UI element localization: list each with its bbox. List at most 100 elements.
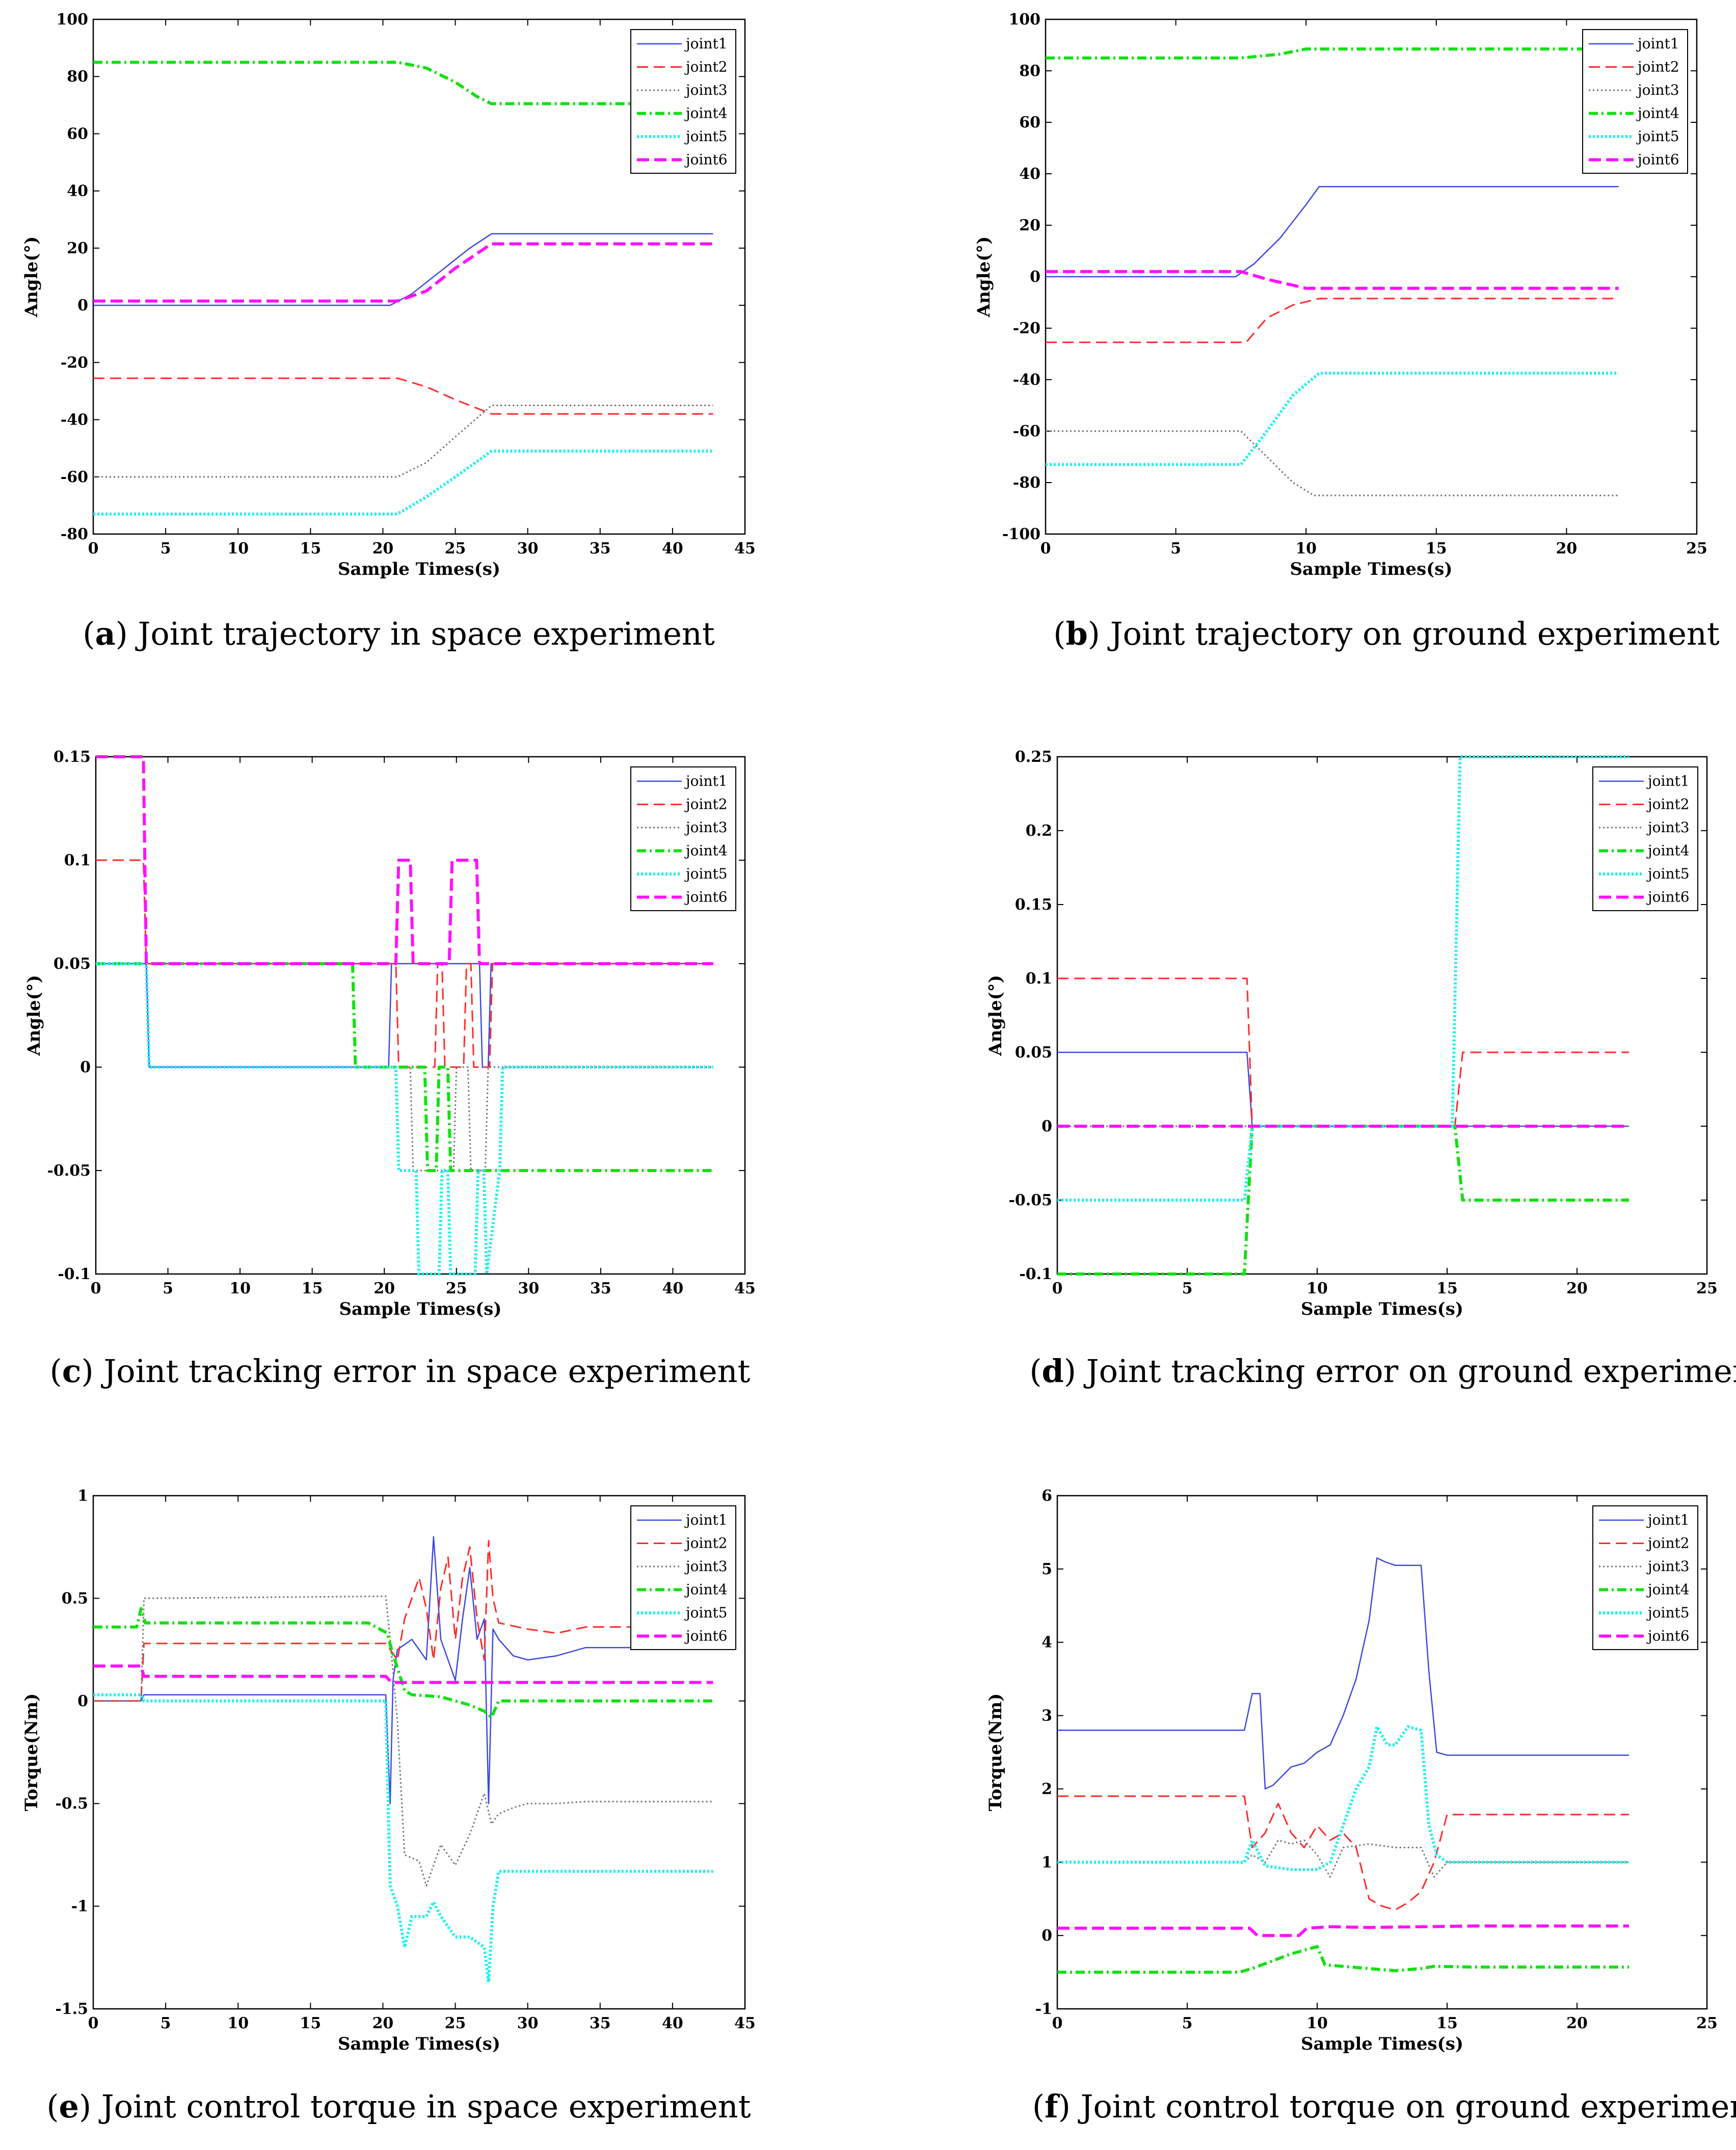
panel-c-xtick-label: 25 — [446, 1280, 467, 1297]
panel-c-caption-paren-open: ( — [50, 1352, 62, 1390]
panel-e-caption-text: Joint control torque in space experiment — [98, 2088, 751, 2125]
panel-b-legend-label-joint2: joint2 — [1636, 59, 1679, 75]
panel-b-series-group — [1046, 47, 1619, 496]
panel-d-ylabel: Angle(°) — [985, 975, 1006, 1056]
panel-b-series-joint1 — [1046, 186, 1619, 278]
panel-a-series-joint1 — [93, 233, 713, 306]
panel-e-xtick-label: 30 — [517, 2014, 539, 2032]
panel-b-caption-paren-close: ) — [1088, 615, 1110, 652]
panel-a-series-joint3 — [93, 405, 713, 478]
panel-f-ytick-label: 6 — [1041, 1487, 1052, 1505]
panel-e-legend-label-joint6: joint6 — [684, 1628, 728, 1644]
panel-e-xtick-label: 20 — [372, 2014, 394, 2032]
panel-f-legend-label-joint1: joint1 — [1646, 1511, 1690, 1528]
panel-c-xlabel: Sample Times(s) — [339, 1299, 502, 1319]
panel-d-legend-label-joint4: joint4 — [1646, 842, 1690, 859]
panel-e-caption: (e) Joint control torque in space experi… — [46, 2088, 751, 2125]
panel-a-ytick-label: 20 — [67, 240, 88, 257]
panel-f-legend-label-joint5: joint5 — [1646, 1604, 1690, 1621]
panel-b-xtick-label: 5 — [1170, 540, 1181, 558]
panel-c-legend-label-joint2: joint2 — [684, 796, 728, 813]
panel-b-series-joint3 — [1046, 430, 1619, 496]
panel-a-legend-label-joint6: joint6 — [684, 151, 728, 168]
panel-e-axes-frame — [92, 1495, 746, 2010]
panel-e-ytick-label: 1 — [77, 1487, 88, 1505]
panel-f-legend-label-joint6: joint6 — [1646, 1628, 1690, 1644]
panel-b-legend-label-joint5: joint5 — [1636, 128, 1679, 145]
panel-d-xtick-label: 25 — [1696, 1280, 1718, 1297]
panel-b-ytick-label: -20 — [1013, 320, 1040, 337]
panel-f-xtick-label: 10 — [1306, 2014, 1328, 2032]
panel-a-chart: 0 5 10 15 20 25 30 35 40 45 -80 -60 -40 -20 0 20 40 60 80 1… — [21, 11, 756, 652]
panel-c-caption: (c) Joint tracking error in space experi… — [50, 1352, 751, 1390]
panel-d-caption-letter: d — [1042, 1352, 1064, 1390]
panel-e-series-joint4 — [93, 1607, 713, 1719]
panel-e-ytick-label: 0 — [77, 1692, 88, 1710]
panel-b-ytick-label: 0 — [1030, 268, 1040, 286]
panel-c-legend: joint1 joint2 joint3 joint4 joint5 joint6 — [630, 766, 736, 911]
panel-e-xtick-label: 45 — [734, 2014, 756, 2032]
panel-e-ytick-label: -0.5 — [55, 1795, 88, 1813]
panel-b-xlabel: Sample Times(s) — [1290, 559, 1453, 579]
panel-b-caption: (b) Joint trajectory on ground experimen… — [1053, 615, 1720, 652]
panel-b-legend-label-joint3: joint3 — [1636, 82, 1679, 98]
panel-a-ytick-label: -80 — [61, 525, 88, 543]
panel-d-ytick-label: 0.1 — [1026, 970, 1052, 988]
panel-f-legend-box — [1592, 1505, 1698, 1650]
panel-c-xtick-label: 30 — [518, 1280, 539, 1297]
panel-c-xtick-label: 20 — [373, 1280, 395, 1297]
panel-e-legend-label-joint4: joint4 — [684, 1581, 728, 1598]
panel-d-legend-box — [1592, 766, 1698, 911]
panel-f-legend-label-joint3: joint3 — [1646, 1558, 1690, 1575]
panel-c-ytick-label: 0 — [80, 1058, 91, 1076]
panel-d-ytick-label: -0.1 — [1019, 1265, 1052, 1283]
panel-c-ylabel: Angle(°) — [24, 975, 44, 1056]
panel-f-legend: joint1 joint2 joint3 joint4 joint5 joint6 — [1592, 1505, 1698, 1650]
panel-d-xtick-label: 0 — [1052, 1280, 1063, 1297]
panel-f-series-joint3 — [1057, 1839, 1629, 1878]
panel-a-caption-text: Joint trajectory in space experiment — [135, 615, 715, 652]
panel-a-series-joint2 — [93, 377, 713, 415]
panel-e-legend-label-joint1: joint1 — [684, 1511, 728, 1528]
panel-d-xtick-label: 15 — [1436, 1280, 1458, 1297]
panel-d-caption-paren-close: ) — [1064, 1352, 1086, 1390]
panel-d-legend: joint1 joint2 joint3 joint4 joint5 joint6 — [1592, 766, 1698, 911]
panel-d-ytick-label: 0.25 — [1015, 748, 1052, 766]
panel-f-series-joint5 — [1057, 1725, 1629, 1871]
panel-a-legend: joint1 joint2 joint3 joint4 joint5 joint6 — [630, 29, 736, 174]
panel-a-legend-label-joint1: joint1 — [684, 35, 728, 52]
panel-b-caption-letter: b — [1065, 615, 1087, 652]
panel-a-ytick-label: 40 — [67, 182, 88, 200]
panel-a-legend-box — [630, 29, 736, 174]
panel-d-legend-label-joint2: joint2 — [1646, 796, 1690, 813]
panel-e-series-group — [93, 1536, 713, 1984]
panel-a-legend-label-joint3: joint3 — [684, 82, 728, 98]
panel-c-caption-paren-close: ) — [82, 1352, 104, 1390]
panel-d-ytick-label: 0.15 — [1015, 896, 1052, 914]
panel-c-caption-text: Joint tracking error in space experiment — [100, 1352, 750, 1390]
panel-a-ytick-label: 60 — [67, 125, 88, 143]
panel-e-legend: joint1 joint2 joint3 joint4 joint5 joint6 — [630, 1505, 736, 1650]
panel-c-ytick-label: -0.1 — [58, 1265, 91, 1283]
panel-c-legend-label-joint6: joint6 — [684, 889, 728, 906]
panel-d-caption-paren-open: ( — [1029, 1352, 1041, 1390]
panel-b-legend-box — [1582, 29, 1688, 174]
panel-a-ytick-label: -60 — [61, 468, 88, 486]
panel-b-ylabel: Angle(°) — [974, 236, 994, 318]
panel-e-ytick-label: -1.5 — [55, 2000, 88, 2018]
panel-f-caption: (f) Joint control torque on ground exper… — [1032, 2088, 1736, 2125]
panel-c-xtick-label: 15 — [302, 1280, 323, 1297]
panel-b-xtick-label: 15 — [1426, 540, 1447, 558]
panel-c-legend-box — [630, 766, 736, 911]
panel-d-legend-label-joint1: joint1 — [1646, 773, 1690, 789]
panel-a-xlabel: Sample Times(s) — [338, 559, 500, 579]
panel-f-ytick-label: 5 — [1041, 1560, 1052, 1578]
panel-f-xtick-label: 5 — [1182, 2014, 1193, 2032]
panel-f-xlabel: Sample Times(s) — [1301, 2034, 1463, 2054]
panel-a-xtick-label: 5 — [161, 540, 171, 558]
panel-e-xtick-label: 0 — [88, 2014, 99, 2032]
panel-e-caption-paren-open: ( — [46, 2088, 59, 2125]
panel-d-series-joint5 — [1057, 755, 1629, 1202]
panel-f-caption-paren-open: ( — [1032, 2088, 1045, 2125]
panel-d-ytick-label: 0.2 — [1026, 822, 1052, 840]
